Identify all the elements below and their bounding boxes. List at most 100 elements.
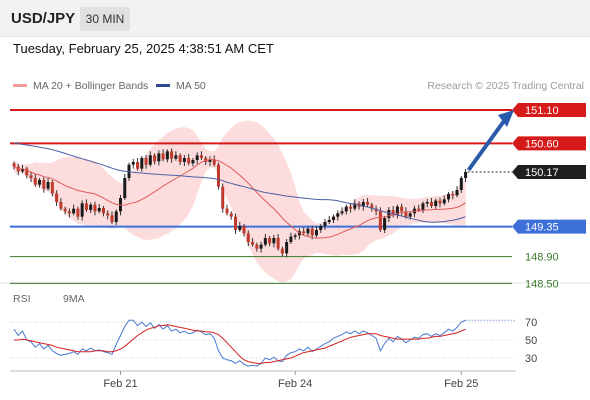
- candle: [366, 198, 370, 207]
- candle: [131, 159, 135, 169]
- candle-body: [161, 153, 165, 160]
- candle: [344, 204, 348, 215]
- candle: [323, 219, 327, 230]
- candle: [280, 246, 284, 257]
- candle: [395, 204, 399, 219]
- candle-body: [216, 164, 220, 187]
- candle-body: [101, 208, 105, 214]
- candle: [97, 204, 101, 214]
- candle: [272, 235, 276, 248]
- candle: [101, 206, 105, 217]
- level-text: 150.60: [525, 138, 559, 150]
- rsi-line: [13, 319, 466, 367]
- candle: [276, 234, 280, 251]
- candle-body: [425, 202, 429, 204]
- candle-body: [417, 208, 421, 211]
- candle-body: [395, 206, 399, 216]
- candle: [251, 238, 255, 247]
- candle-body: [340, 211, 344, 214]
- candle-body: [361, 202, 365, 207]
- candle: [89, 202, 93, 213]
- candle: [447, 192, 451, 203]
- candle: [123, 174, 127, 200]
- candle-body: [353, 203, 357, 209]
- candle-body: [455, 190, 459, 196]
- candle: [238, 222, 242, 232]
- timeframe-button[interactable]: 30 MIN: [80, 7, 130, 31]
- candle: [50, 180, 54, 197]
- candle: [187, 154, 191, 166]
- candle: [259, 241, 263, 253]
- candle-body: [464, 172, 468, 178]
- candle-body: [212, 159, 216, 165]
- candle: [12, 161, 16, 170]
- rsi-label: RSI: [13, 293, 31, 305]
- candle: [429, 198, 433, 208]
- candle-body: [42, 180, 46, 189]
- candle: [353, 199, 357, 211]
- level-text: 150.17: [525, 167, 559, 179]
- candle: [234, 213, 238, 234]
- candle: [434, 198, 438, 209]
- candle-body: [55, 193, 59, 202]
- candle: [332, 214, 335, 223]
- candle-body: [272, 238, 276, 244]
- candle-body: [447, 194, 451, 200]
- candle-body: [383, 218, 387, 230]
- bollinger-band-area: [14, 120, 466, 283]
- candle: [319, 224, 323, 233]
- candle-body: [153, 155, 157, 162]
- candle: [336, 210, 340, 221]
- candle-body: [438, 200, 442, 204]
- candle-body: [263, 238, 267, 245]
- candle-body: [12, 163, 16, 167]
- candle-body: [370, 204, 374, 209]
- candle-body: [280, 248, 284, 254]
- level-text: 151.10: [525, 105, 559, 117]
- candle-body: [72, 208, 76, 214]
- candle: [25, 166, 29, 179]
- candle-body: [429, 202, 433, 206]
- candle: [38, 178, 42, 188]
- candle-body: [336, 213, 340, 217]
- x-tick-label: Feb 25: [444, 378, 478, 390]
- candle: [153, 153, 157, 165]
- candle: [208, 156, 212, 166]
- x-tick-label: Feb 21: [103, 378, 137, 390]
- candle-body: [144, 158, 148, 165]
- candle: [289, 232, 293, 244]
- candle-body: [259, 244, 263, 249]
- candle: [182, 155, 186, 166]
- candle: [285, 239, 289, 258]
- candle-body: [182, 158, 186, 162]
- candle-body: [46, 182, 50, 189]
- candle-body: [63, 208, 67, 212]
- candle: [370, 202, 374, 212]
- level-tag-bg: [512, 165, 586, 179]
- candle: [63, 206, 67, 215]
- candle-body: [114, 211, 118, 222]
- candle-body: [255, 244, 259, 249]
- candle-body: [80, 203, 84, 217]
- credit-label: Research © 2025 Trading Central: [427, 80, 584, 92]
- candle-body: [323, 222, 327, 226]
- candle-body: [50, 182, 54, 194]
- candle-body: [289, 236, 293, 242]
- candle-body: [459, 178, 463, 190]
- ma50-swatch: [156, 83, 170, 87]
- level-text: 148.90: [525, 252, 559, 264]
- candle-body: [404, 211, 408, 217]
- legend-rsi: RSI: [13, 293, 31, 305]
- candle: [225, 204, 229, 216]
- candle-body: [349, 206, 353, 209]
- candle: [246, 230, 250, 246]
- candle: [148, 151, 152, 167]
- candle: [93, 201, 97, 216]
- rsi-ma-label: 9MA: [63, 293, 85, 305]
- candle: [361, 199, 365, 211]
- candle-body: [434, 200, 438, 206]
- candle: [157, 150, 161, 166]
- level-label-148.90: 148.90: [525, 252, 559, 264]
- candle: [170, 148, 174, 163]
- candle-body: [59, 202, 63, 209]
